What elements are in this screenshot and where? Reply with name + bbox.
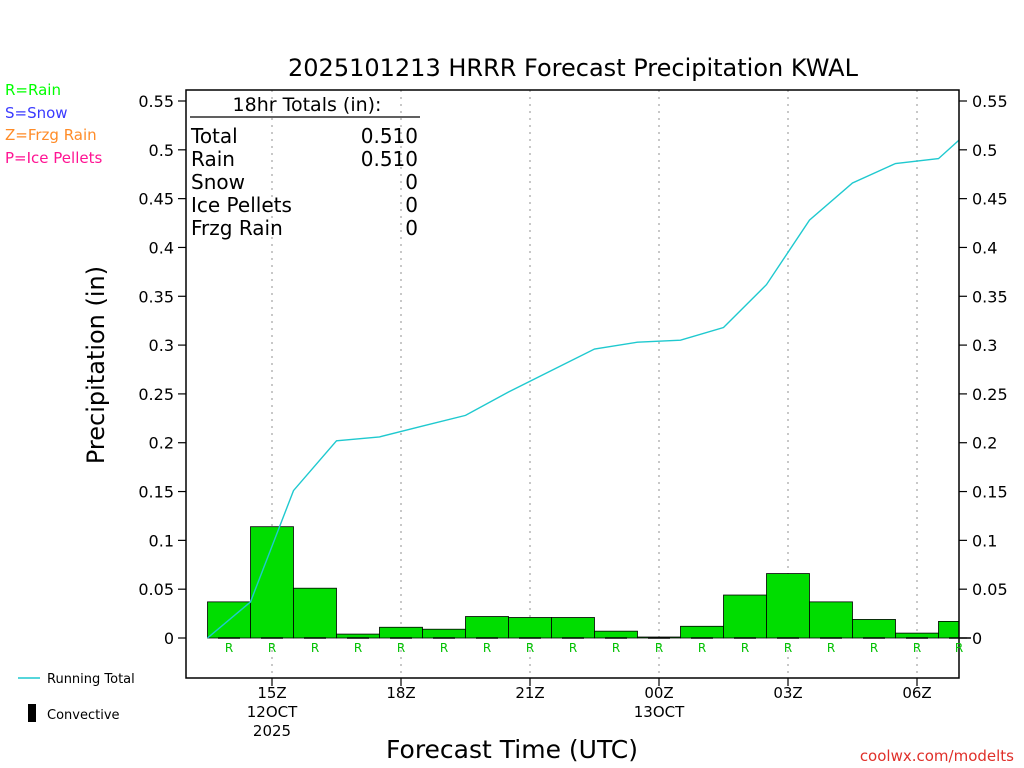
type-marker-hour-22: R [569,641,577,655]
xtick-label-00Z: 00Z [644,684,673,702]
y-axis: 0 00.05 0.050.1 0.10.15 0.150.2 0.20.25 0.250.… [138,92,1007,648]
type-marker-hour-28: R [827,641,835,655]
ytick-label-left-0.45: 0.45 [138,190,174,209]
legend-snow: S=Snow [5,104,68,122]
running-total-legend-label: Running Total [47,672,135,687]
bar-hour-15 [250,526,294,639]
ytick-label-left-0.25: 0.25 [138,385,174,404]
ytick-label-right-0.1: 0.1 [972,531,997,550]
xtick-label-12OCT: 12OCT [247,703,298,721]
bar-hour-26 [723,594,767,639]
type-marker-hour-23: R [612,641,620,655]
bar-hour-31 [938,621,960,639]
totals-value-rain: 0.510 [361,147,418,171]
bar-hour-27 [766,573,810,639]
running-total-line [207,139,960,639]
type-marker-hour-30: R [913,641,921,655]
totals-label-total: Total [190,124,238,148]
chart-title: 2025101213 HRRR Forecast Precipitation K… [288,54,859,82]
type-marker-hour-15: R [268,641,276,655]
totals-label-frzg-rain: Frzg Rain [191,216,283,240]
type-marker-hour-19: R [440,641,448,655]
ytick-label-left-0: 0 [164,629,174,648]
ytick-label-right-0.05: 0.05 [972,580,1008,599]
totals-value-ice-pellets: 0 [405,193,418,217]
convective-legend-label: Convective [47,708,120,723]
ytick-label-left-0.15: 0.15 [138,483,174,502]
ytick-label-left-0.05: 0.05 [138,580,174,599]
bars [207,526,971,639]
legend-ice-pellets: P=Ice Pellets [5,149,103,167]
type-marker-hour-18: R [397,641,405,655]
totals-value-total: 0.510 [361,124,418,148]
ytick-label-left-0.2: 0.2 [149,434,174,453]
bar-hour-21 [508,617,552,639]
totals-label-ice-pellets: Ice Pellets [191,193,292,217]
totals-box: 18hr Totals (in): Total 0.510 Rain 0.510 Sno… [190,94,420,240]
ytick-label-left-0.5: 0.5 [149,141,174,160]
totals-label-snow: Snow [191,170,245,194]
type-marker-hour-16: R [311,641,319,655]
x-axis-label: Forecast Time (UTC) [386,735,638,764]
ytick-label-right-0.15: 0.15 [972,483,1008,502]
ytick-label-left-0.55: 0.55 [138,92,174,111]
ytick-label-right-0.5: 0.5 [972,141,997,160]
xtick-label-15Z: 15Z [257,684,286,702]
xtick-label-03Z: 03Z [773,684,802,702]
running-total-series [207,139,960,639]
legend-rain: R=Rain [5,81,61,99]
bar-hour-22 [551,617,595,639]
ytick-label-right-0.4: 0.4 [972,238,997,257]
bar-hour-28 [809,601,853,639]
ytick-label-right-0.35: 0.35 [972,287,1008,306]
totals-label-rain: Rain [191,147,235,171]
xtick-label-21Z: 21Z [515,684,544,702]
convective-legend-swatch [28,704,36,722]
legend-freezing-rain: Z=Frzg Rain [5,126,97,144]
ytick-label-right-0.25: 0.25 [972,385,1008,404]
bar-hour-16 [293,587,337,639]
bar-hour-29 [852,619,896,639]
bar-hour-19 [422,628,466,639]
bar-hour-25 [680,625,724,639]
ytick-label-left-0.3: 0.3 [149,336,174,355]
credit-text: coolwx.com/modelts [860,747,1014,765]
type-marker-hour-26: R [741,641,749,655]
bar-hour-20 [465,616,509,639]
y-axis-label: Precipitation (in) [82,266,110,464]
type-marker-hour-17: R [354,641,362,655]
bar-hour-23 [594,630,638,639]
plot-frame [185,89,960,679]
ytick-label-left-0.4: 0.4 [149,238,174,257]
type-marker-hour-29: R [870,641,878,655]
ytick-label-right-0.2: 0.2 [972,434,997,453]
totals-value-snow: 0 [405,170,418,194]
type-marker-hour-25: R [698,641,706,655]
xtick-label-13OCT: 13OCT [634,703,685,721]
xtick-label-18Z: 18Z [386,684,415,702]
bar-hour-18 [379,626,423,639]
totals-heading: 18hr Totals (in): [233,94,382,116]
type-marker-hour-31: R [955,641,963,655]
type-marker-hour-20: R [483,641,491,655]
ytick-label-left-0.35: 0.35 [138,287,174,306]
xtick-label-06Z: 06Z [902,684,931,702]
type-marker-hour-14: R [225,641,233,655]
gridlines [271,90,918,678]
ytick-label-right-0.55: 0.55 [972,92,1008,111]
type-marker-hour-24: R [655,641,663,655]
ytick-label-right-0: 0 [972,629,982,648]
xtick-label-2025: 2025 [253,722,291,740]
type-marker-hour-21: R [526,641,534,655]
ytick-label-right-0.45: 0.45 [972,190,1008,209]
ytick-label-right-0.3: 0.3 [972,336,997,355]
totals-value-frzg-rain: 0 [405,216,418,240]
ytick-label-left-0.1: 0.1 [149,531,174,550]
type-marker-hour-27: R [784,641,792,655]
